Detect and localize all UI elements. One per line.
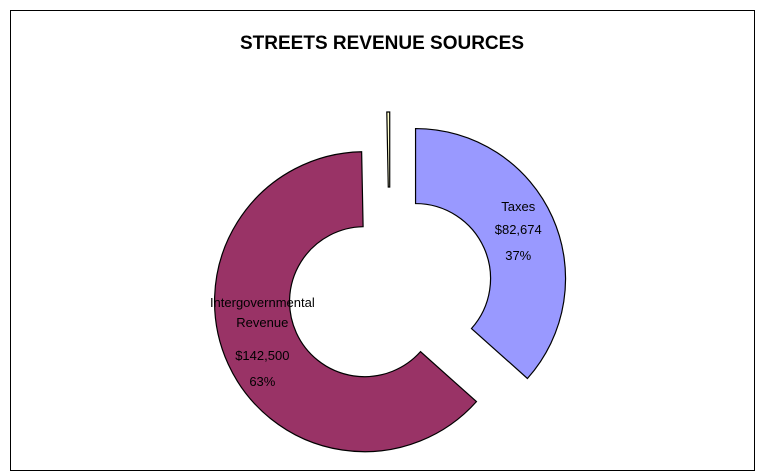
donut-segment (386, 111, 391, 188)
category-label: Taxes (501, 198, 536, 214)
value-label: $82,674 (494, 221, 542, 237)
donut-segment (213, 151, 478, 453)
percent-label: 37% (505, 247, 532, 263)
value-label: $142,500 (235, 347, 290, 363)
percent-label: 63% (249, 373, 276, 389)
chart-title: STREETS REVENUE SOURCES (240, 33, 524, 54)
donut-segment (414, 127, 567, 380)
category-label: Intergovernmental Revenue (209, 294, 315, 330)
